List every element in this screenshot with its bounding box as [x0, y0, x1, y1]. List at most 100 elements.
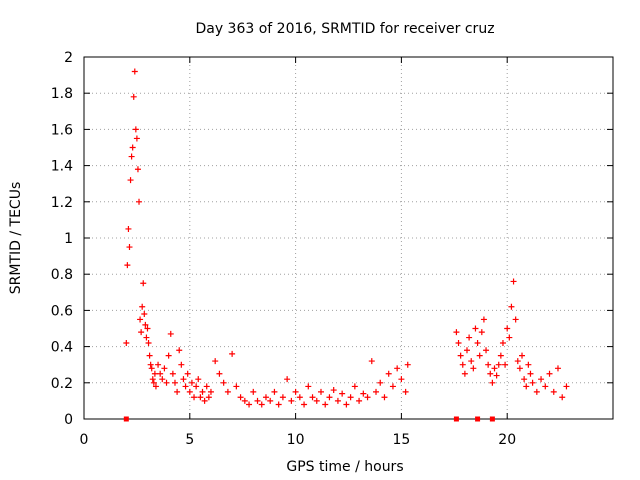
data-point [523, 383, 530, 390]
data-point [159, 376, 166, 383]
data-point [542, 383, 549, 390]
y-tick-label: 1.6 [51, 122, 73, 138]
data-point [203, 383, 210, 390]
data-point [493, 372, 500, 379]
gap-marker [453, 416, 459, 422]
gap-marker [123, 416, 129, 422]
data-point [563, 383, 570, 390]
data-point [174, 388, 181, 395]
data-point [373, 388, 380, 395]
data-point [161, 365, 168, 372]
data-point [131, 68, 138, 75]
data-point [351, 383, 358, 390]
data-point [510, 278, 517, 285]
data-point [197, 394, 204, 401]
data-point [195, 376, 202, 383]
x-axis-label: GPS time / hours [286, 459, 403, 475]
y-tick-label: 0.4 [51, 340, 73, 356]
data-point [125, 225, 132, 232]
data-point [142, 321, 149, 328]
data-point [559, 394, 566, 401]
data-point [246, 401, 253, 408]
x-tick-label: 20 [498, 432, 516, 448]
data-point [360, 390, 367, 397]
data-point [275, 401, 282, 408]
data-point [470, 365, 477, 372]
x-tick-label: 15 [392, 432, 410, 448]
data-point [459, 361, 466, 368]
data-point [487, 370, 494, 377]
x-tick-label: 5 [185, 432, 194, 448]
data-point [139, 303, 146, 310]
data-point [167, 330, 174, 337]
data-point [267, 397, 274, 404]
data-point [326, 394, 333, 401]
data-point [533, 388, 540, 395]
data-point [262, 394, 269, 401]
data-point [466, 334, 473, 341]
data-point [402, 388, 409, 395]
data-point [516, 365, 523, 372]
data-point [233, 383, 240, 390]
data-point [182, 383, 189, 390]
data-point [241, 397, 248, 404]
data-point [145, 339, 152, 346]
data-point [343, 401, 350, 408]
data-point [453, 329, 460, 336]
data-point [157, 370, 164, 377]
data-point [330, 387, 337, 394]
data-point [250, 388, 257, 395]
data-point [504, 325, 511, 332]
gap-marker [475, 416, 481, 422]
data-point [377, 379, 384, 386]
data-point [538, 376, 545, 383]
grid [84, 57, 613, 419]
data-point [254, 397, 261, 404]
data-point [317, 388, 324, 395]
data-point [201, 397, 208, 404]
y-tick-label: 1.2 [51, 195, 73, 211]
data-point [529, 379, 536, 386]
data-point [127, 177, 134, 184]
y-axis: 0 0.2 0.4 0.6 0.8 1 1.2 1.4 1.6 1.8 2 [51, 50, 613, 428]
data-point [463, 347, 470, 354]
data-point [141, 311, 148, 318]
data-point [519, 352, 526, 359]
data-point [514, 358, 521, 365]
data-point [512, 316, 519, 323]
data-point [495, 361, 502, 368]
data-point [136, 198, 143, 205]
data-point [188, 379, 195, 386]
data-point [191, 394, 198, 401]
x-tick-label: 10 [287, 432, 305, 448]
x-tick-label: 0 [80, 432, 89, 448]
data-point [123, 339, 130, 346]
data-point [288, 397, 295, 404]
gap-markers [123, 416, 495, 422]
data-point [497, 352, 504, 359]
data-point [478, 329, 485, 336]
data-point [126, 244, 133, 251]
data-point [491, 365, 498, 372]
data-point [180, 376, 187, 383]
data-point [193, 383, 200, 390]
data-point [455, 339, 462, 346]
data-point [404, 361, 411, 368]
data-point [155, 361, 162, 368]
data-point [313, 397, 320, 404]
data-point [128, 153, 135, 160]
data-point [356, 397, 363, 404]
data-point [171, 379, 178, 386]
data-point [468, 358, 475, 365]
y-tick-label: 1.4 [51, 159, 73, 175]
data-point [521, 376, 528, 383]
data-point [132, 126, 139, 133]
data-point [485, 361, 492, 368]
data-point [301, 401, 308, 408]
data-point [457, 352, 464, 359]
data-point [480, 316, 487, 323]
data-point [150, 379, 157, 386]
data-point [237, 394, 244, 401]
data-point [149, 376, 156, 383]
data-point [129, 144, 136, 151]
